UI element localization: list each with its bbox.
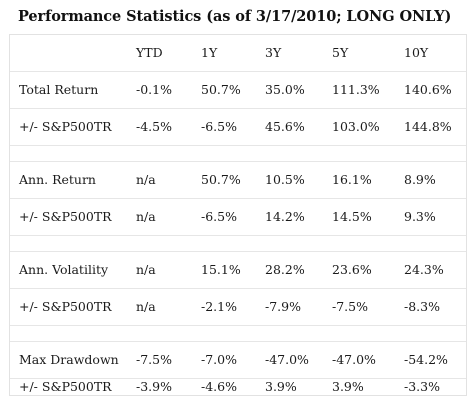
table-header-row: YTD 1Y 3Y 5Y 10Y (10, 35, 466, 72)
cell-10y: -54.2% (404, 352, 448, 367)
cell-3y: 10.5% (265, 172, 305, 187)
cell-5y: 3.9% (332, 379, 364, 394)
table-row-max-drawdown: Max Drawdown -7.5% -7.0% -47.0% -47.0% -… (10, 342, 466, 379)
cell-10y: 24.3% (404, 262, 444, 277)
row-label: +/- S&P500TR (19, 379, 112, 394)
row-label: +/- S&P500TR (19, 119, 112, 134)
cell-5y: 23.6% (332, 262, 372, 277)
cell-ytd: n/a (136, 209, 156, 224)
cell-10y: -8.3% (404, 299, 440, 314)
cell-ytd: n/a (136, 172, 156, 187)
column-header-1y: 1Y (201, 45, 218, 60)
cell-1y: 50.7% (201, 82, 241, 97)
cell-3y: 14.2% (265, 209, 305, 224)
table-row-max-drawdown-vs-sp500: +/- S&P500TR -3.9% -4.6% 3.9% 3.9% -3.3% (10, 379, 466, 395)
performance-table: YTD 1Y 3Y 5Y 10Y Total Return -0.1% 50.7… (9, 34, 467, 396)
cell-5y: 16.1% (332, 172, 372, 187)
cell-10y: 9.3% (404, 209, 436, 224)
cell-1y: 15.1% (201, 262, 241, 277)
table-row-ann-volatility-vs-sp500: +/- S&P500TR n/a -2.1% -7.9% -7.5% -8.3% (10, 289, 466, 326)
column-header-ytd: YTD (136, 45, 163, 60)
row-label: +/- S&P500TR (19, 209, 112, 224)
cell-5y: -47.0% (332, 352, 376, 367)
cell-10y: -3.3% (404, 379, 440, 394)
group-separator (10, 236, 466, 252)
cell-ytd: n/a (136, 262, 156, 277)
cell-ytd: -3.9% (136, 379, 172, 394)
cell-10y: 8.9% (404, 172, 436, 187)
table-row-total-return: Total Return -0.1% 50.7% 35.0% 111.3% 14… (10, 72, 466, 109)
cell-1y: -7.0% (201, 352, 237, 367)
cell-5y: 103.0% (332, 119, 380, 134)
cell-ytd: n/a (136, 299, 156, 314)
cell-5y: -7.5% (332, 299, 368, 314)
cell-3y: 35.0% (265, 82, 305, 97)
cell-3y: -7.9% (265, 299, 301, 314)
cell-ytd: -4.5% (136, 119, 172, 134)
cell-10y: 140.6% (404, 82, 452, 97)
column-header-5y: 5Y (332, 45, 349, 60)
row-label: Ann. Volatility (19, 262, 109, 277)
row-label: +/- S&P500TR (19, 299, 112, 314)
cell-ytd: -0.1% (136, 82, 172, 97)
cell-3y: 45.6% (265, 119, 305, 134)
cell-5y: 111.3% (332, 82, 380, 97)
cell-3y: 3.9% (265, 379, 297, 394)
row-label: Ann. Return (19, 172, 96, 187)
cell-3y: -47.0% (265, 352, 309, 367)
cell-5y: 14.5% (332, 209, 372, 224)
table-row-total-return-vs-sp500: +/- S&P500TR -4.5% -6.5% 45.6% 103.0% 14… (10, 109, 466, 146)
cell-1y: 50.7% (201, 172, 241, 187)
row-label: Total Return (19, 82, 99, 97)
group-separator (10, 326, 466, 342)
column-header-10y: 10Y (404, 45, 429, 60)
row-label: Max Drawdown (19, 352, 119, 367)
cell-10y: 144.8% (404, 119, 452, 134)
cell-1y: -6.5% (201, 119, 237, 134)
table-row-ann-volatility: Ann. Volatility n/a 15.1% 28.2% 23.6% 24… (10, 252, 466, 289)
group-separator (10, 146, 466, 162)
cell-3y: 28.2% (265, 262, 305, 277)
table-row-ann-return: Ann. Return n/a 50.7% 10.5% 16.1% 8.9% (10, 162, 466, 199)
cell-1y: -2.1% (201, 299, 237, 314)
page-title: Performance Statistics (as of 3/17/2010;… (18, 8, 452, 25)
cell-1y: -4.6% (201, 379, 237, 394)
column-header-3y: 3Y (265, 45, 282, 60)
cell-ytd: -7.5% (136, 352, 172, 367)
cell-1y: -6.5% (201, 209, 237, 224)
table-row-ann-return-vs-sp500: +/- S&P500TR n/a -6.5% 14.2% 14.5% 9.3% (10, 199, 466, 236)
